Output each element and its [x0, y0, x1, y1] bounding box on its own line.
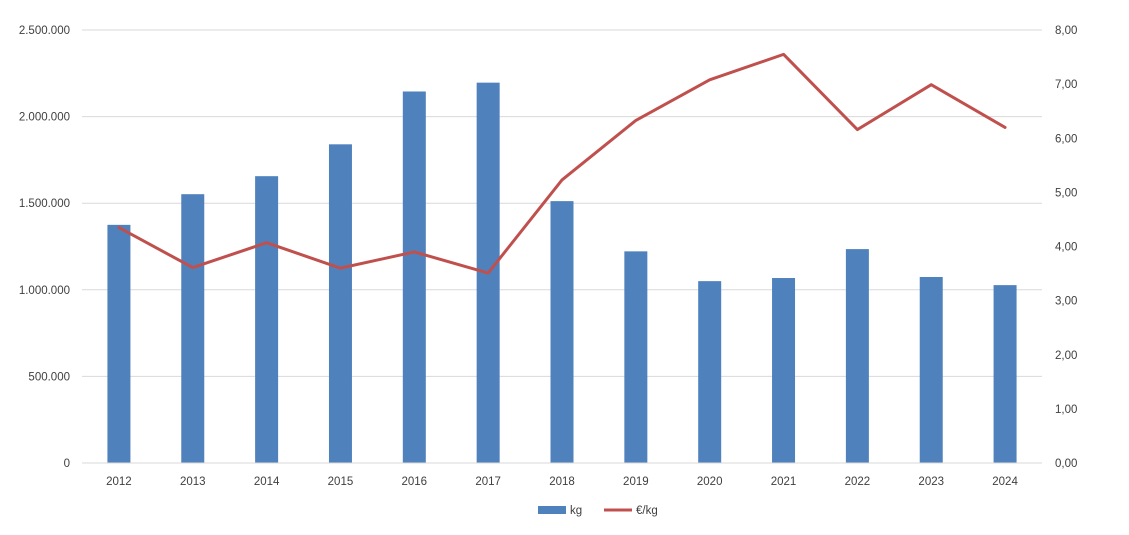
x-tick-label: 2019 — [623, 476, 649, 488]
x-tick-label: 2014 — [254, 476, 280, 488]
legend-label-kg: kg — [570, 505, 582, 517]
x-tick-label: 2017 — [475, 476, 501, 488]
bar-kg — [255, 176, 279, 464]
bar-kg — [845, 249, 869, 463]
left-tick-label: 1.500.000 — [19, 198, 70, 210]
x-tick-label: 2022 — [845, 476, 871, 488]
bar-kg — [993, 285, 1017, 463]
left-axis-ticks: 0 500.000 1.000.000 1.500.000 2.000.000 2.500… — [19, 25, 70, 470]
legend-label-price: €/kg — [636, 505, 658, 517]
right-tick-label: 5,00 — [1055, 187, 1077, 199]
right-tick-label: 3,00 — [1055, 296, 1077, 308]
bar-kg — [107, 224, 131, 463]
left-tick-label: 0 — [64, 458, 70, 470]
x-tick-label: 2021 — [771, 476, 797, 488]
bar-kg — [328, 144, 352, 463]
right-tick-label: 1,00 — [1055, 404, 1077, 416]
x-tick-label: 2018 — [549, 476, 575, 488]
right-tick-label: 2,00 — [1055, 350, 1077, 362]
x-tick-label: 2015 — [328, 476, 354, 488]
x-tick-label: 2024 — [992, 476, 1018, 488]
bar-kg — [550, 201, 574, 464]
x-tick-label: 2023 — [918, 476, 944, 488]
right-tick-label: 4,00 — [1055, 242, 1077, 254]
left-tick-label: 2.000.000 — [19, 112, 70, 124]
bar-kg — [919, 276, 943, 463]
legend: kg €/kg — [538, 505, 658, 517]
bar-kg — [181, 194, 205, 463]
right-tick-label: 7,00 — [1055, 79, 1077, 91]
left-tick-label: 500.000 — [28, 371, 70, 383]
x-tick-label: 2012 — [106, 476, 132, 488]
right-tick-label: 0,00 — [1055, 458, 1077, 470]
line-price — [117, 52, 1007, 275]
kg-bars — [107, 82, 1017, 464]
right-tick-label: 6,00 — [1055, 133, 1077, 145]
left-tick-label: 2.500.000 — [19, 25, 70, 37]
bar-kg — [698, 281, 722, 463]
bar-kg — [402, 91, 426, 464]
right-tick-label: 8,00 — [1055, 25, 1077, 37]
right-axis-ticks: 0,00 1,00 2,00 3,00 4,00 5,00 6,00 7,00 8,00 — [1055, 25, 1077, 470]
legend-swatch-kg — [538, 506, 566, 514]
bar-kg — [772, 278, 796, 463]
x-axis-ticks: 2012 2013 2014 2015 2016 2017 2018 2019 2020 2021… — [106, 476, 1018, 488]
x-tick-label: 2020 — [697, 476, 723, 488]
price-line-series — [117, 52, 1007, 275]
left-tick-label: 1.000.000 — [19, 285, 70, 297]
x-tick-label: 2013 — [180, 476, 206, 488]
bar-kg — [624, 251, 648, 463]
x-tick-label: 2016 — [402, 476, 428, 488]
